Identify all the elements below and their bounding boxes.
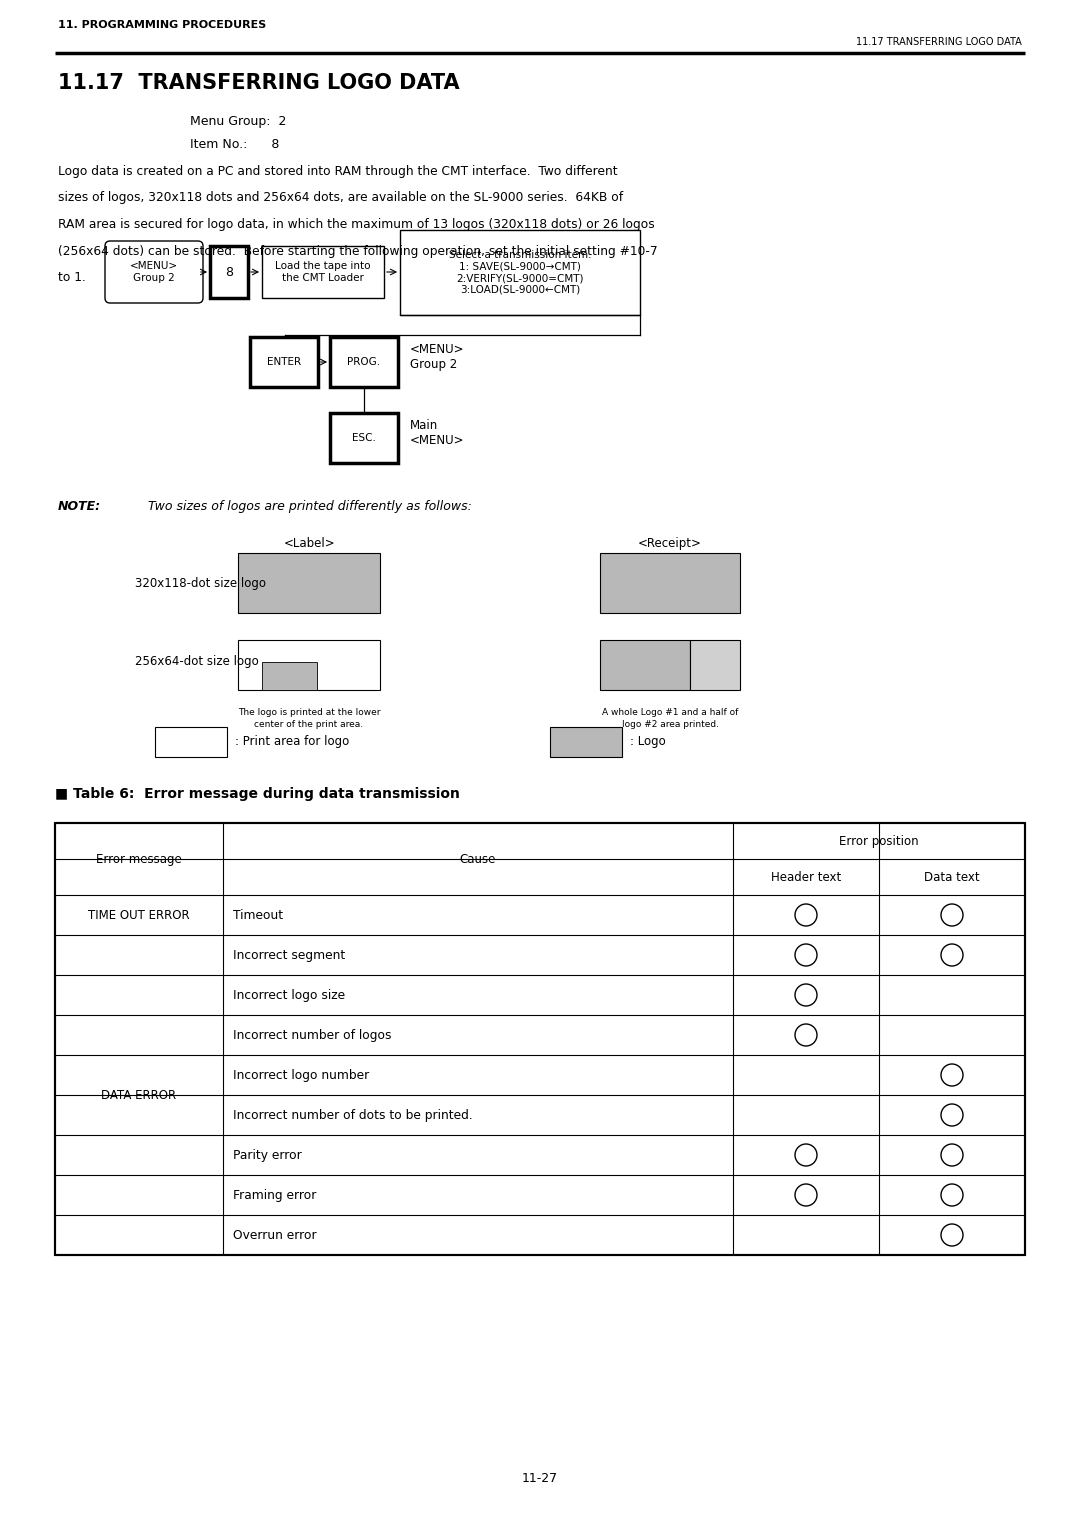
Circle shape <box>941 944 963 965</box>
Text: Header text: Header text <box>771 871 841 883</box>
Text: ENTER: ENTER <box>267 357 301 368</box>
Bar <box>600 554 740 613</box>
Bar <box>238 554 380 613</box>
Text: 11. PROGRAMMING PROCEDURES: 11. PROGRAMMING PROCEDURES <box>58 20 267 30</box>
Text: Incorrect number of logos: Incorrect number of logos <box>233 1028 391 1042</box>
Text: Two sizes of logos are printed differently as follows:: Two sizes of logos are printed different… <box>140 500 472 512</box>
Text: 11.17 TRANSFERRING LOGO DATA: 11.17 TRANSFERRING LOGO DATA <box>856 37 1022 47</box>
Text: A whole Logo #1 and a half of
logo #2 area printed.: A whole Logo #1 and a half of logo #2 ar… <box>602 708 739 729</box>
Text: Logo data is created on a PC and stored into RAM through the CMT interface.  Two: Logo data is created on a PC and stored … <box>58 165 618 178</box>
Text: Incorrect number of dots to be printed.: Incorrect number of dots to be printed. <box>233 1109 473 1121</box>
Bar <box>156 727 227 756</box>
Bar <box>210 246 248 297</box>
Text: ■ Table 6:  Error message during data transmission: ■ Table 6: Error message during data tra… <box>55 787 460 801</box>
Text: 8: 8 <box>225 265 233 279</box>
Circle shape <box>941 1225 963 1246</box>
Circle shape <box>941 1183 963 1206</box>
Text: Cause: Cause <box>460 852 496 866</box>
Text: Item No.:      8: Item No.: 8 <box>190 137 280 151</box>
Circle shape <box>941 904 963 926</box>
Bar <box>238 640 380 689</box>
Circle shape <box>795 984 816 1006</box>
Text: 256x64-dot size logo: 256x64-dot size logo <box>135 656 259 668</box>
Text: Main
<MENU>: Main <MENU> <box>410 419 464 447</box>
Bar <box>600 640 690 689</box>
Text: <MENU>
Group 2: <MENU> Group 2 <box>410 343 464 371</box>
Text: 320x118-dot size logo: 320x118-dot size logo <box>135 576 266 590</box>
Text: Error message: Error message <box>96 852 181 866</box>
Text: Menu Group:  2: Menu Group: 2 <box>190 114 286 128</box>
Bar <box>262 246 384 297</box>
Circle shape <box>795 1023 816 1046</box>
Bar <box>55 824 1025 1255</box>
Text: 11-27: 11-27 <box>522 1472 558 1485</box>
Text: Overrun error: Overrun error <box>233 1229 316 1241</box>
Text: DATA ERROR: DATA ERROR <box>102 1089 176 1101</box>
Text: Select a transmission item.
1: SAVE(SL-9000→CMT)
2:VERIFY(SL-9000=CMT)
3:LOAD(SL: Select a transmission item. 1: SAVE(SL-9… <box>449 250 591 294</box>
Text: <Label>: <Label> <box>284 537 336 551</box>
Text: <Receipt>: <Receipt> <box>638 537 702 551</box>
Text: to 1.: to 1. <box>58 271 86 284</box>
Text: Timeout: Timeout <box>233 909 283 921</box>
Bar <box>330 413 399 464</box>
Circle shape <box>941 1104 963 1125</box>
Circle shape <box>941 1144 963 1167</box>
Bar <box>262 662 318 689</box>
Text: ESC.: ESC. <box>352 433 376 442</box>
Text: NOTE:: NOTE: <box>58 500 102 512</box>
Text: PROG.: PROG. <box>348 357 380 368</box>
Bar <box>690 640 740 689</box>
Text: Framing error: Framing error <box>233 1188 316 1202</box>
Text: 11.17  TRANSFERRING LOGO DATA: 11.17 TRANSFERRING LOGO DATA <box>58 73 460 93</box>
Text: sizes of logos, 320x118 dots and 256x64 dots, are available on the SL-9000 serie: sizes of logos, 320x118 dots and 256x64 … <box>58 192 623 204</box>
Text: Parity error: Parity error <box>233 1148 301 1162</box>
Text: Incorrect logo number: Incorrect logo number <box>233 1069 369 1081</box>
Text: : Print area for logo: : Print area for logo <box>235 735 349 749</box>
Bar <box>550 727 622 756</box>
Bar <box>330 337 399 387</box>
Text: Load the tape into
the CMT Loader: Load the tape into the CMT Loader <box>275 261 370 282</box>
Text: Error position: Error position <box>839 834 919 848</box>
Circle shape <box>941 1064 963 1086</box>
FancyBboxPatch shape <box>105 241 203 303</box>
Text: RAM area is secured for logo data, in which the maximum of 13 logos (320x118 dot: RAM area is secured for logo data, in wh… <box>58 218 654 230</box>
Bar <box>249 337 318 387</box>
Circle shape <box>795 944 816 965</box>
Text: Incorrect logo size: Incorrect logo size <box>233 988 346 1002</box>
Bar <box>400 230 640 316</box>
Text: Incorrect segment: Incorrect segment <box>233 949 346 961</box>
Circle shape <box>795 1183 816 1206</box>
Text: <MENU>
Group 2: <MENU> Group 2 <box>130 261 178 282</box>
Text: : Logo: : Logo <box>630 735 665 749</box>
Text: Data text: Data text <box>924 871 980 883</box>
Text: The logo is printed at the lower
center of the print area.: The logo is printed at the lower center … <box>238 708 380 729</box>
Text: (256x64 dots) can be stored.  Before starting the following operation, set the i: (256x64 dots) can be stored. Before star… <box>58 244 658 258</box>
Circle shape <box>795 904 816 926</box>
Text: TIME OUT ERROR: TIME OUT ERROR <box>89 909 190 921</box>
Circle shape <box>795 1144 816 1167</box>
